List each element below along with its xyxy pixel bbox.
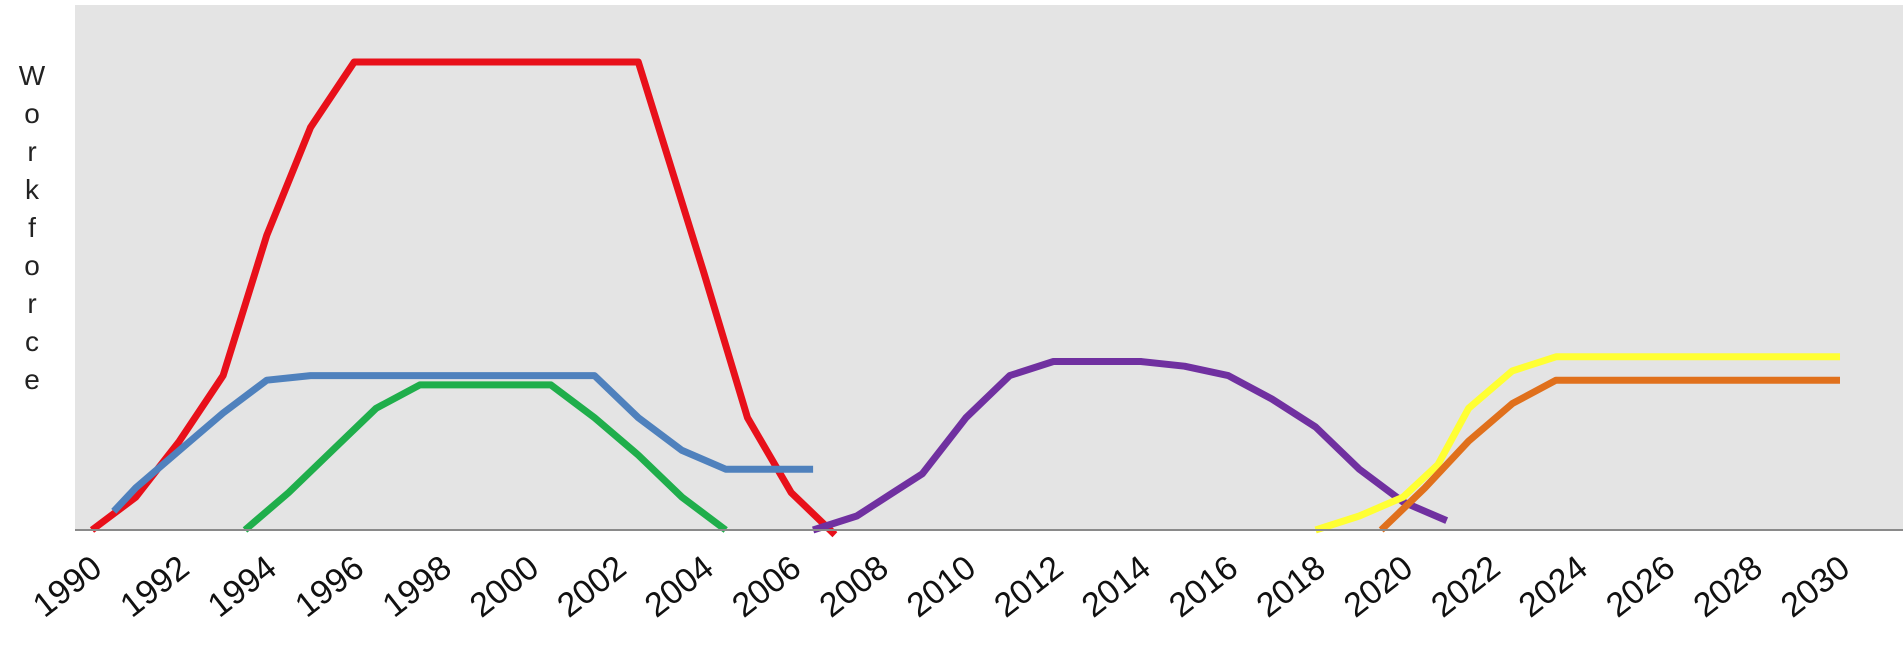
x-tick-label: 2024 [1512,548,1595,625]
y-axis-label-letter: e [24,364,40,395]
series-line-3 [242,381,728,533]
x-tick-label: 2014 [1075,548,1158,625]
x-tick-label: 2008 [813,548,896,625]
y-axis-label-letter: r [27,288,36,319]
y-axis-label-letter: o [24,250,40,281]
y-axis-label-letter: o [24,98,40,129]
x-tick-label: 1996 [288,548,371,625]
x-tick-label: 2026 [1599,548,1682,625]
series-line-4 [812,358,1449,534]
x-tick-label: 2028 [1687,548,1770,625]
x-tick-label: 2012 [987,548,1070,625]
x-tick-label: 1998 [376,548,459,625]
x-tick-label: 2002 [550,548,633,625]
y-axis-label-letter: W [19,60,46,91]
x-tick-label: 1992 [113,548,196,625]
x-tick-label: 1990 [26,548,109,625]
series-line-6 [1378,376,1840,533]
x-tick-label: 1994 [201,548,284,625]
x-tick-label: 2030 [1774,548,1857,625]
x-tick-label: 2020 [1337,548,1420,625]
x-tick-label: 2016 [1162,548,1245,625]
series-line-2 [111,372,814,514]
x-axis-ticks: 1990 1992 1994 1996 1998 2000 2002 2004 2006 2008… [26,548,1857,625]
x-tick-label: 2010 [900,548,983,625]
plot-area [75,5,1903,530]
x-tick-label: 2018 [1250,548,1333,625]
x-tick-label: 2022 [1424,548,1507,625]
x-tick-label: 2006 [725,548,808,625]
y-axis-label-letter: k [25,174,40,205]
y-axis-label-letter: f [28,212,36,243]
x-tick-label: 2004 [638,548,721,625]
series-line-1 [89,58,838,538]
series-line-5 [1314,353,1840,534]
y-axis-label-letter: r [27,136,36,167]
y-axis-label-letter: c [25,326,39,357]
series-lines [89,58,1840,538]
x-tick-label: 2000 [463,548,546,625]
